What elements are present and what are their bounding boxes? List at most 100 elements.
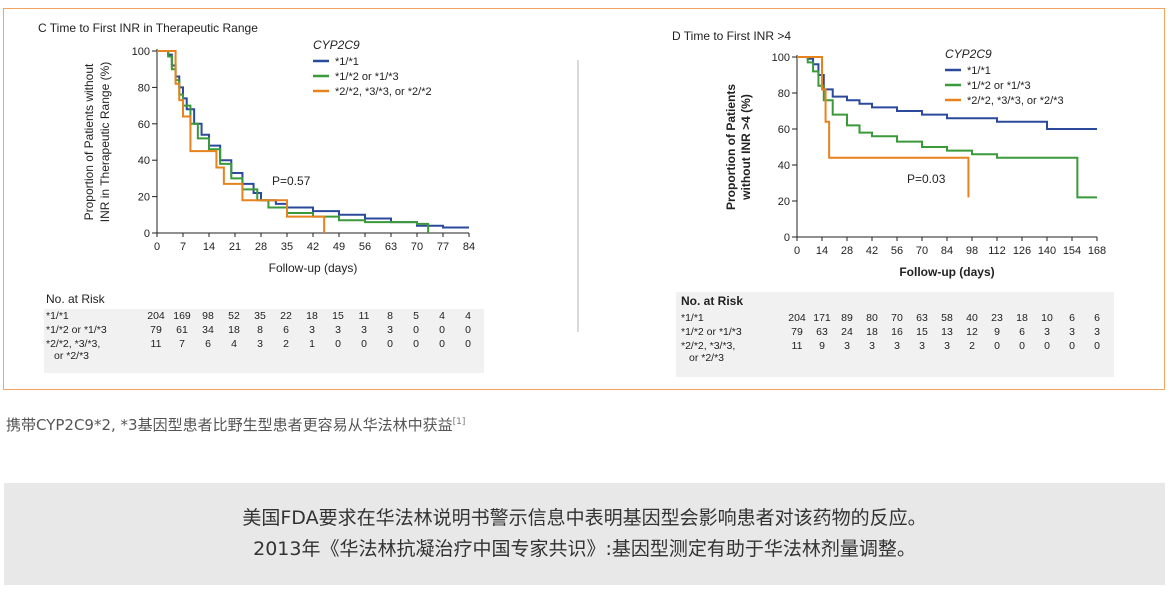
panel-d-x-tick-label: 98 (966, 245, 978, 257)
panel-d-risk-cell: 3 (869, 340, 875, 352)
panel-d-y-tick-label: 20 (778, 196, 790, 208)
panel-d-series-line-3 (797, 56, 970, 198)
panel-c-risk-row-label2-3: or *2/*3 (54, 350, 89, 362)
panel-c-y-tick-label: 0 (144, 228, 150, 240)
panel-c-risk-cell: 11 (151, 338, 162, 350)
chart-panel-c: C Time to First INR in Therapeutic Range… (38, 21, 484, 373)
panel-d-risk-cell: 3 (894, 340, 900, 352)
panel-d-risk-cell: 18 (1016, 312, 1028, 324)
panel-c-x-tick-label: 77 (437, 241, 449, 253)
note-line-fda: 美国FDA要求在华法林说明书警示信息中表明基因型会影响患者对该药物的反应。 (242, 507, 927, 529)
panel-d-risk-cell: 2 (969, 340, 975, 352)
panel-c-risk-cell: 52 (228, 310, 240, 322)
panel-d-y-axis-label-line1: Proportion of Patients (724, 84, 738, 210)
panel-c-risk-cell: 6 (205, 338, 211, 350)
panel-c-risk-cell: 0 (413, 338, 419, 350)
panel-c-table-background (44, 309, 484, 373)
panel-c-risk-cell: 34 (202, 324, 214, 336)
panel-d-x-tick-label: 168 (1088, 245, 1106, 257)
panel-c-risk-cell: 3 (387, 324, 393, 336)
panel-c-risk-cell: 0 (361, 338, 367, 350)
panel-c-risk-cell: 0 (413, 324, 419, 336)
panel-c-risk-cell: 1 (309, 338, 315, 350)
panel-d-risk-title: No. at Risk (681, 294, 743, 308)
panel-d-risk-cell: 9 (819, 340, 825, 352)
panel-d-x-tick-label: 154 (1063, 245, 1081, 257)
panel-d-risk-cell: 0 (1044, 340, 1050, 352)
panel-d-risk-cell: 23 (991, 312, 1003, 324)
panel-c-y-tick-label: 100 (132, 46, 150, 58)
panel-d-legend-label-3: *2/*2, *3/*3, or *2/*3 (967, 95, 1064, 107)
panel-d-risk-cell: 6 (1069, 312, 1075, 324)
panel-d-x-tick-label: 28 (841, 245, 853, 257)
panel-c-x-tick-label: 14 (203, 241, 215, 253)
panel-c-y-tick-label: 20 (138, 192, 150, 204)
panel-c-risk-cell: 18 (228, 324, 240, 336)
panel-d-x-tick-label: 84 (941, 245, 953, 257)
panel-c-x-tick-label: 49 (333, 241, 345, 253)
panel-c-risk-cell: 15 (332, 310, 344, 322)
panel-d-x-tick-label: 70 (916, 245, 928, 257)
panel-d-risk-cell: 9 (994, 326, 1000, 338)
panel-d-x-tick-label: 42 (866, 245, 878, 257)
panel-c-risk-cell: 0 (465, 324, 471, 336)
panel-c-risk-cell: 4 (439, 310, 445, 322)
panel-c-legend-title: CYP2C9 (313, 38, 360, 52)
panel-c-x-tick-label: 42 (307, 241, 319, 253)
panel-d-table-background (676, 292, 1114, 377)
panel-c-risk-cell: 0 (387, 338, 393, 350)
panel-c-x-tick-label: 0 (154, 241, 160, 253)
panel-c-legend-label-3: *2/*2, *3/*3, or *2/*2 (335, 86, 432, 98)
panel-d-legend-label-1: *1/*1 (967, 65, 991, 77)
panel-d-risk-cell: 3 (1094, 326, 1100, 338)
panel-c-risk-cell: 8 (387, 310, 393, 322)
panel-c-risk-row-label-2: *1/*2 or *1/*3 (46, 324, 107, 336)
panel-d-risk-cell: 63 (916, 312, 928, 324)
panel-c-risk-cell: 7 (179, 338, 185, 350)
panel-d-risk-row-label-2: *1/*2 or *1/*3 (681, 326, 742, 338)
panel-d-risk-row-label-1: *1/*1 (681, 312, 704, 324)
panel-c-risk-cell: 79 (150, 324, 162, 336)
panel-d-risk-cell: 10 (1041, 312, 1053, 324)
panel-c-risk-cell: 4 (465, 310, 471, 322)
panel-d-risk-cell: 171 (813, 312, 831, 324)
panel-c-risk-cell: 0 (439, 324, 445, 336)
panel-c-x-tick-label: 28 (255, 241, 267, 253)
panel-d-risk-cell: 13 (941, 326, 953, 338)
panel-c-legend-label-1: *1/*1 (335, 56, 359, 68)
panel-c-x-tick-label: 70 (411, 241, 423, 253)
panel-d-risk-cell: 80 (866, 312, 878, 324)
panel-c-risk-cell: 169 (173, 310, 191, 322)
caption-reference: [1] (452, 417, 466, 427)
panel-c-risk-cell: 0 (465, 338, 471, 350)
panel-c-risk-cell: 3 (257, 338, 263, 350)
panel-c-y-tick-label: 40 (138, 155, 150, 167)
panel-d-risk-row-label2-3: or *2/*3 (689, 352, 724, 364)
panel-c-risk-cell: 11 (359, 310, 370, 322)
panel-c-risk-cell: 8 (257, 324, 263, 336)
panel-d-risk-cell: 40 (966, 312, 978, 324)
panel-c-x-tick-label: 56 (359, 241, 371, 253)
panel-c-title: C Time to First INR in Therapeutic Range (38, 21, 258, 35)
panel-d-risk-cell: 0 (1069, 340, 1075, 352)
panel-c-legend-label-2: *1/*2 or *1/*3 (335, 71, 399, 83)
panel-d-y-tick-label: 0 (784, 232, 790, 244)
panel-c-risk-row-label-1: *1/*1 (46, 310, 69, 322)
panel-d-risk-cell: 89 (841, 312, 853, 324)
panel-c-series-line-2 (157, 50, 430, 233)
panel-d-y-tick-label: 60 (778, 124, 790, 136)
panel-c-risk-cell: 4 (231, 338, 237, 350)
panel-d-risk-cell: 3 (1069, 326, 1075, 338)
panel-d-p-value: P=0.03 (907, 172, 946, 186)
panel-d-x-tick-label: 0 (794, 245, 800, 257)
panel-c-risk-cell: 2 (283, 338, 289, 350)
panel-d-risk-cell: 24 (841, 326, 853, 338)
panel-d-risk-row-label-3: *2/*2, *3/*3, (681, 340, 735, 352)
panel-d-risk-cell: 6 (1094, 312, 1100, 324)
panel-c-risk-cell: 204 (147, 310, 165, 322)
panel-c-x-axis-label: Follow-up (days) (269, 261, 358, 275)
panel-c-x-tick-label: 7 (180, 241, 186, 253)
panel-d-risk-cell: 3 (1044, 326, 1050, 338)
panel-c-risk-cell: 0 (335, 338, 341, 350)
